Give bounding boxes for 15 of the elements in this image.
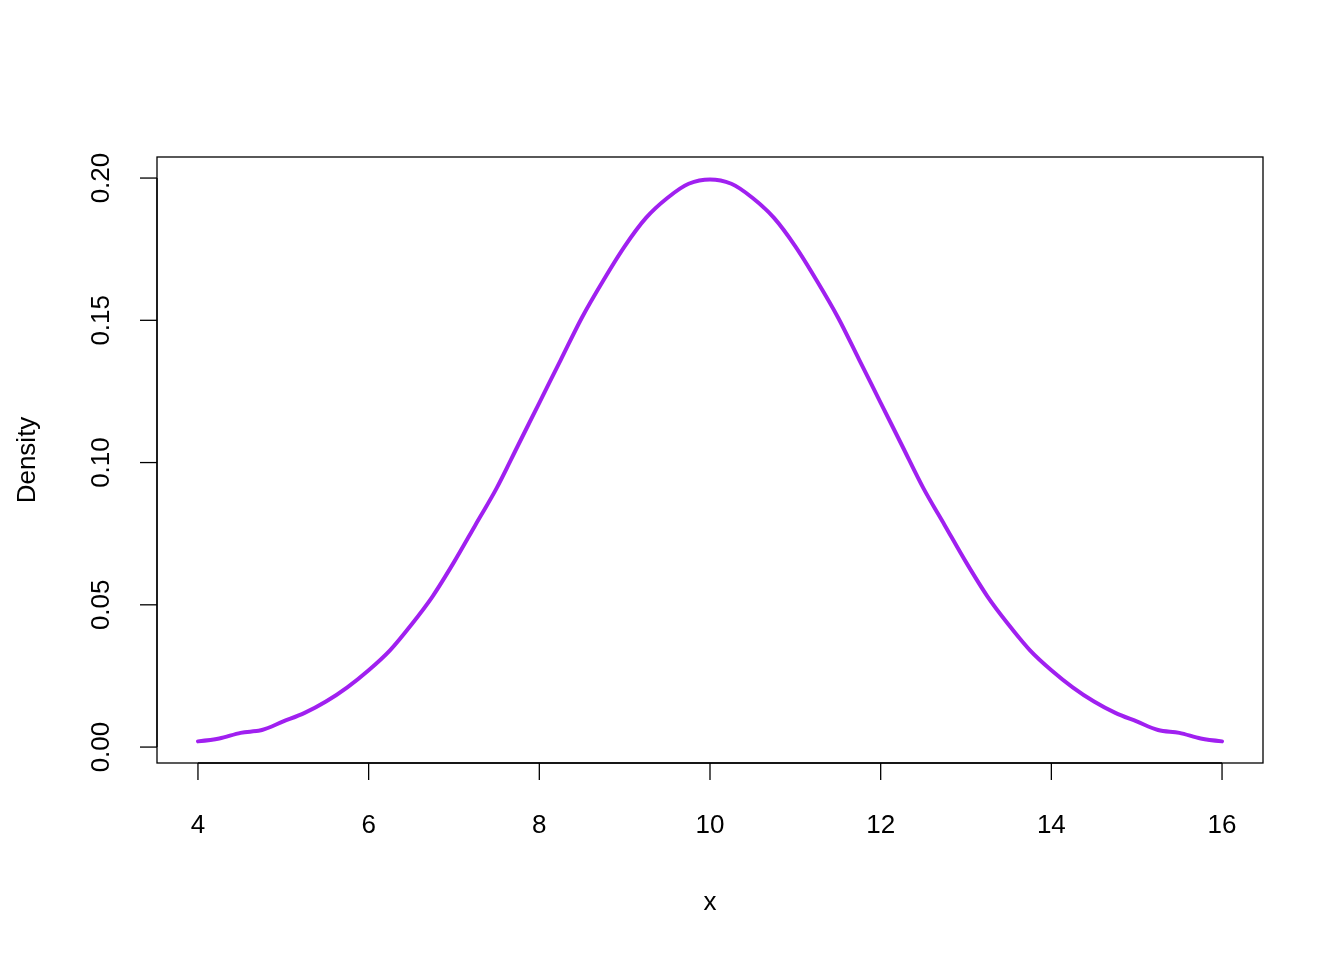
line-series [195, 177, 1225, 744]
x-tick-label: 10 [695, 809, 725, 839]
y-tick-label: 0.10 [85, 437, 115, 488]
x-tick-label: 4 [190, 809, 206, 839]
x-axis-title: x [703, 886, 717, 916]
x-tick-label: 6 [361, 809, 376, 839]
y-axis-title: Density [11, 416, 41, 504]
y-tick-label: 0.00 [85, 721, 115, 773]
x-tick-label: 12 [866, 809, 896, 839]
x-tick-label: 8 [532, 809, 547, 839]
y-tick-label: 0.20 [85, 152, 115, 204]
x-tick-label: 14 [1036, 809, 1066, 839]
x-tick-label: 16 [1207, 809, 1237, 839]
y-tick-label: 0.05 [85, 579, 115, 631]
y-tick-label: 0.15 [85, 295, 115, 346]
